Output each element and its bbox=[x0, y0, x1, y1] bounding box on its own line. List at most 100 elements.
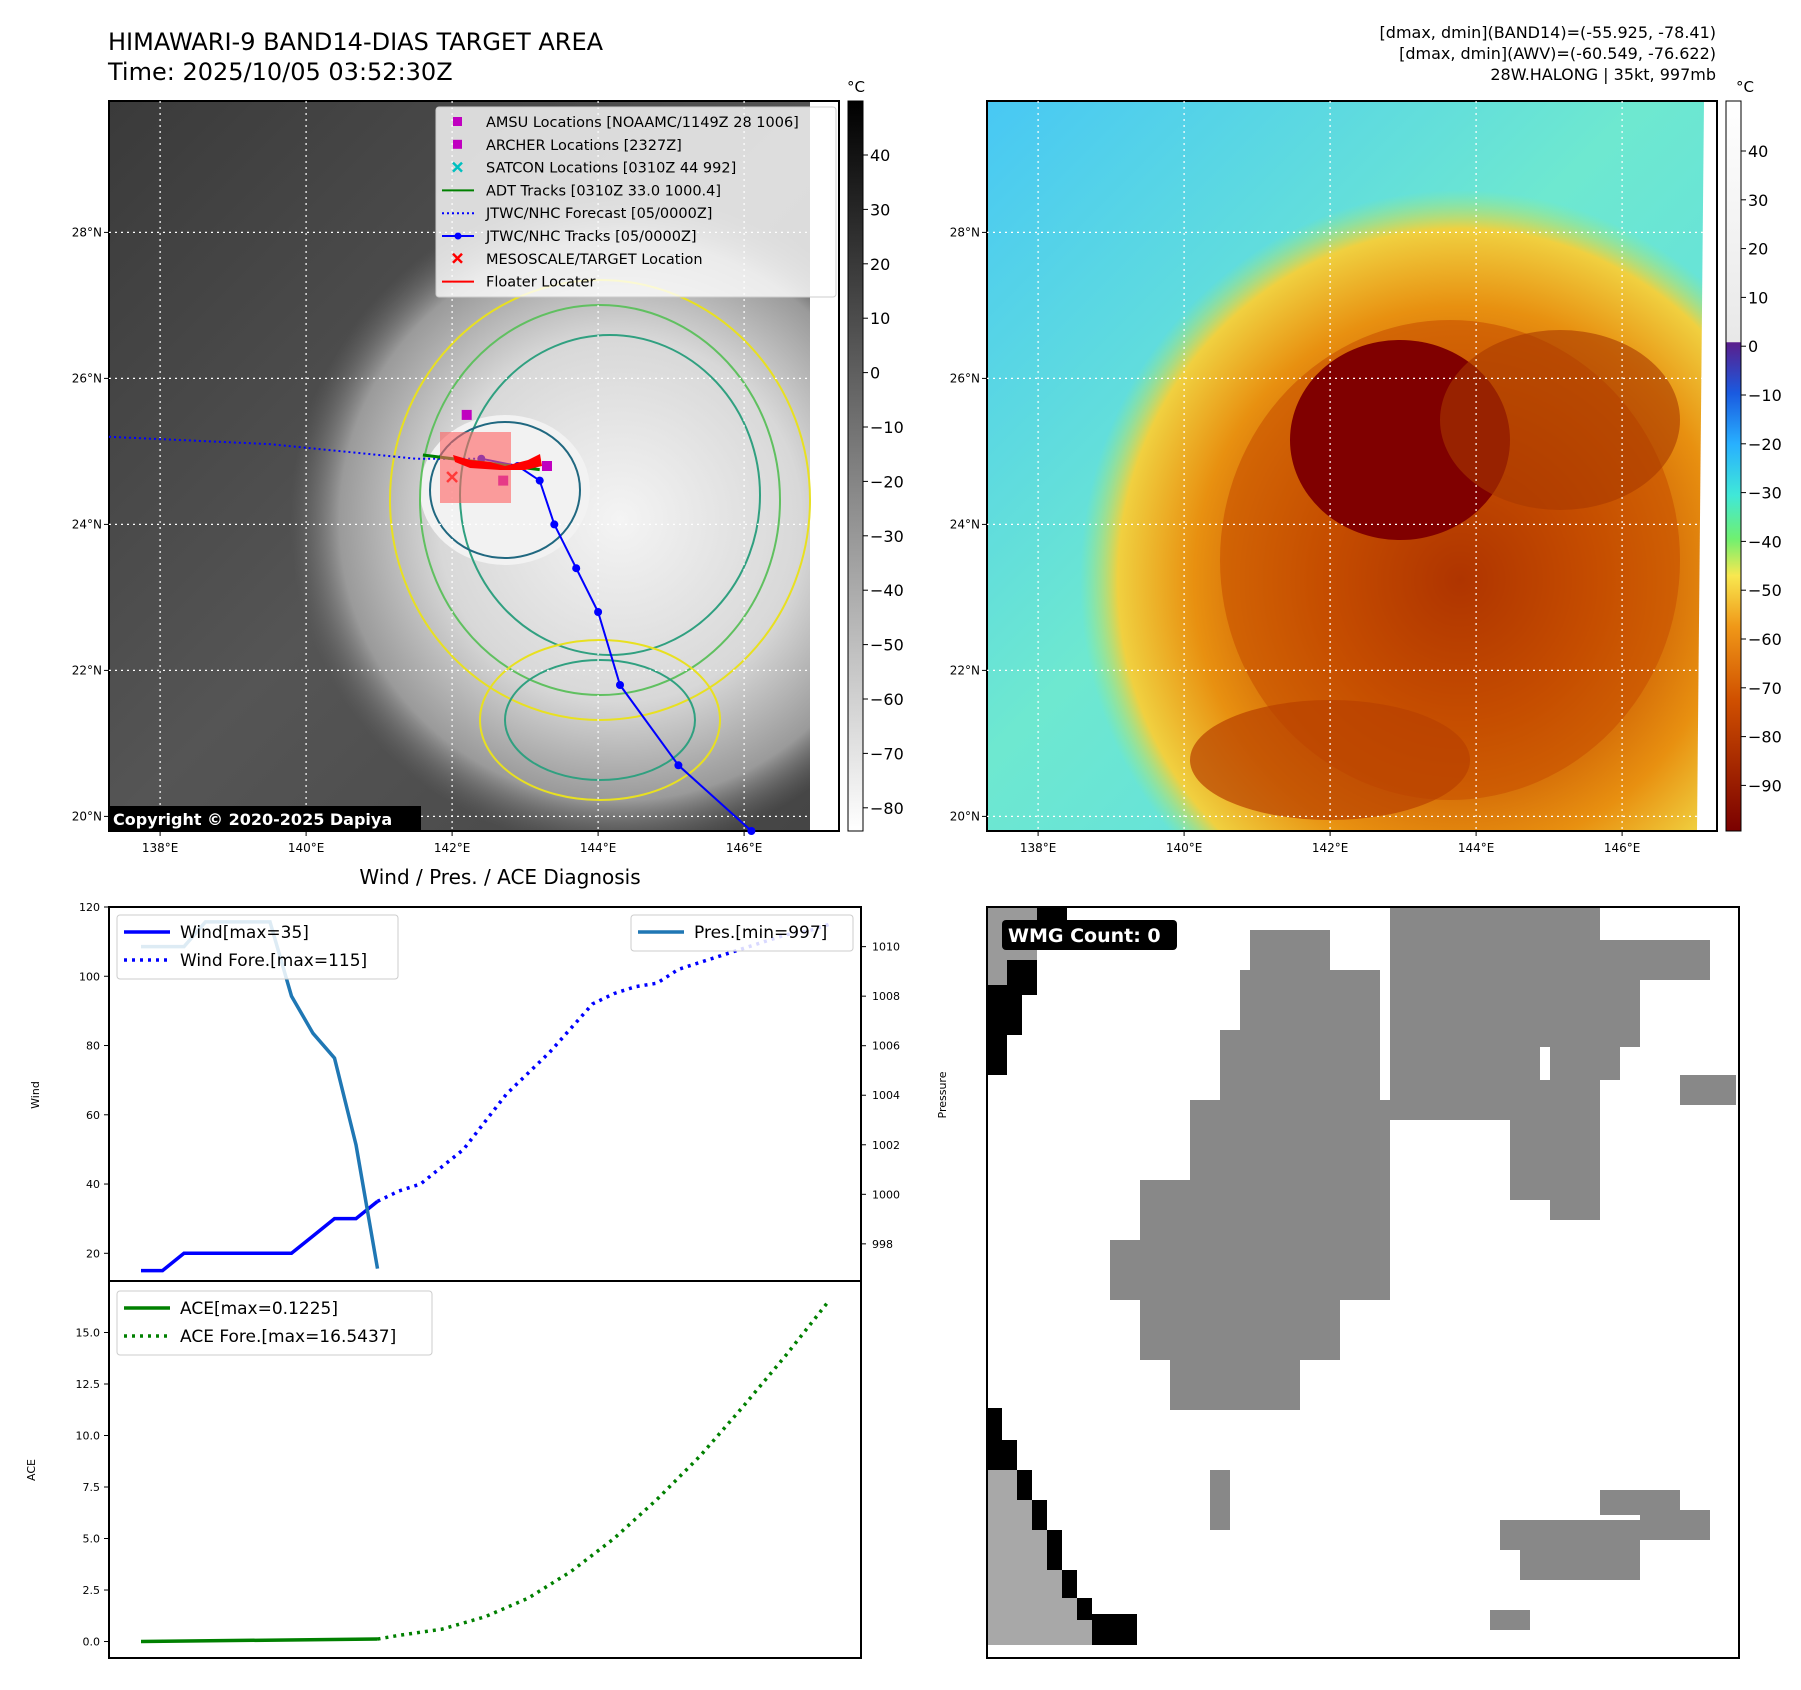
wmg-region bbox=[1490, 1610, 1530, 1630]
colorbar-unit: °C bbox=[847, 78, 865, 96]
copyright: Copyright © 2020-2025 Dapiya bbox=[113, 810, 392, 829]
wmg-region bbox=[1260, 1180, 1390, 1240]
wmg-region bbox=[1170, 1360, 1300, 1410]
colorbar-tick-label: −90 bbox=[1748, 776, 1782, 795]
track-point bbox=[674, 761, 683, 770]
series-ace-fore-line bbox=[377, 1299, 831, 1641]
figure-title: HIMAWARI-9 BAND14-DIAS TARGET AREA bbox=[108, 28, 604, 56]
wmg-region bbox=[1520, 1550, 1640, 1580]
wind-axis-label: Wind bbox=[29, 1081, 42, 1109]
colorbar-tick-label: 40 bbox=[870, 146, 890, 165]
legend-label: Floater Locater bbox=[486, 275, 595, 291]
wmg-region bbox=[1600, 940, 1710, 980]
wmg-region bbox=[1110, 1240, 1390, 1300]
legend-label: ACE[max=0.1225] bbox=[180, 1299, 338, 1319]
ace-ytick-label: 15.0 bbox=[76, 1327, 101, 1340]
colorbar-tick-label: 20 bbox=[1748, 240, 1768, 259]
colorbar-unit: °C bbox=[1736, 78, 1754, 96]
colorbar-tick-label: −50 bbox=[1748, 581, 1782, 600]
lon-tick-label: 144°E bbox=[1458, 841, 1495, 855]
lon-tick-label: 146°E bbox=[1604, 841, 1641, 855]
ace-ytick-label: 0.0 bbox=[83, 1636, 101, 1649]
legend-label: AMSU Locations [NOAAMC/1149Z 28 1006] bbox=[486, 115, 799, 131]
wind-pressure-chart: Wind Pressure 20 40 60 80 100 120 998 1000 1002 1… bbox=[29, 901, 949, 1282]
figure-time: Time: 2025/10/05 03:52:30Z bbox=[107, 58, 453, 86]
legend-square-icon bbox=[453, 117, 462, 126]
colorbar-tick-label: −30 bbox=[1748, 484, 1782, 503]
legend-label: Pres.[min=997] bbox=[694, 923, 827, 943]
wmg-panel: WMG Count: 0 bbox=[986, 906, 1740, 1659]
pressure-ytick-label: 1000 bbox=[872, 1188, 900, 1201]
pressure-ytick-label: 1010 bbox=[872, 941, 900, 954]
legend-label: ACE Fore.[max=16.5437] bbox=[180, 1327, 396, 1347]
colorbar-tick-label: 30 bbox=[870, 200, 890, 219]
wmg-region bbox=[1600, 1490, 1680, 1515]
wind-ytick-label: 80 bbox=[86, 1040, 100, 1053]
lat-tick-label: 26°N bbox=[72, 371, 102, 385]
colorbar-tick-label: −60 bbox=[1748, 630, 1782, 649]
pressure-ytick-label: 1002 bbox=[872, 1139, 900, 1152]
colorbar-tick-label: −80 bbox=[870, 799, 904, 818]
colorbar-tick-label: 0 bbox=[870, 364, 880, 383]
lon-tick-label: 146°E bbox=[726, 841, 763, 855]
floater-box bbox=[440, 432, 542, 503]
colorbar-tick-label: −80 bbox=[1748, 728, 1782, 747]
colorbar-tick-label: −10 bbox=[1748, 386, 1782, 405]
map-legend: AMSU Locations [NOAAMC/1149Z 28 1006] ARC… bbox=[435, 106, 837, 298]
lon-tick-label: 144°E bbox=[580, 841, 617, 855]
ace-legend: ACE[max=0.1225] ACE Fore.[max=16.5437] bbox=[116, 1290, 433, 1356]
colorbar-tick-label: 10 bbox=[1748, 288, 1768, 307]
band14-colorbar: °C 40 30 20 10 0 −10 −20 −30 −40 −50 −60 −70 −80 bbox=[847, 78, 904, 832]
lat-tick-label: 20°N bbox=[72, 809, 102, 823]
wmg-region bbox=[1680, 1075, 1736, 1105]
lon-tick-label: 138°E bbox=[1020, 841, 1057, 855]
pressure-axis-label: Pressure bbox=[936, 1071, 949, 1118]
legend-label: ADT Tracks [0310Z 33.0 1000.4] bbox=[486, 183, 721, 199]
awv-map bbox=[986, 100, 1718, 832]
map-gridlines bbox=[987, 101, 1717, 831]
lon-tick-label: 142°E bbox=[434, 841, 471, 855]
wmg-region bbox=[1550, 1160, 1600, 1220]
lat-tick-label: 26°N bbox=[950, 371, 980, 385]
wmg-region bbox=[1550, 1040, 1620, 1080]
colorbar-tick-label: −20 bbox=[1748, 435, 1782, 454]
wmg-region bbox=[1240, 970, 1380, 1030]
legend-label: JTWC/NHC Tracks [05/0000Z] bbox=[485, 229, 697, 245]
pressure-ytick-label: 998 bbox=[872, 1238, 893, 1251]
stats-band14: [dmax, dmin](BAND14)=(-55.925, -78.41) bbox=[1380, 23, 1716, 42]
colorbar-tick-label: 30 bbox=[1748, 191, 1768, 210]
ace-ytick-label: 2.5 bbox=[83, 1584, 101, 1597]
wmg-region bbox=[1210, 1470, 1230, 1530]
wmg-edge bbox=[987, 1470, 1092, 1645]
colorbar-tick-label: −10 bbox=[870, 418, 904, 437]
lat-tick-label: 24°N bbox=[950, 517, 980, 531]
pressure-ytick-label: 1008 bbox=[872, 990, 900, 1003]
legend-x-icon bbox=[452, 161, 463, 173]
wind-legend: Wind[max=35] Wind Fore.[max=115] bbox=[116, 914, 399, 980]
lat-tick-label: 22°N bbox=[950, 663, 980, 677]
lat-tick-label: 24°N bbox=[72, 517, 102, 531]
colorbar-tick-label: −70 bbox=[870, 744, 904, 763]
colorbar-tick-label: −20 bbox=[870, 472, 904, 491]
wmg-region bbox=[1390, 907, 1600, 967]
wmg-region bbox=[1390, 1040, 1540, 1120]
stats-awv: [dmax, dmin](AWV)=(-60.549, -76.622) bbox=[1399, 44, 1716, 63]
lat-tick-label: 28°N bbox=[72, 225, 102, 239]
ace-chart: ACE 0.0 2.5 5.0 7.5 10.0 12.5 15.0 ACE[max=0.12… bbox=[25, 1280, 862, 1659]
colorbar-tick-label: 10 bbox=[870, 309, 890, 328]
lat-tick-label: 20°N bbox=[950, 809, 980, 823]
track-point bbox=[616, 681, 624, 689]
legend-label: JTWC/NHC Forecast [05/0000Z] bbox=[485, 206, 712, 222]
wmg-region bbox=[1500, 1520, 1640, 1550]
track-point bbox=[747, 827, 756, 835]
colorbar-tick-label: −50 bbox=[870, 636, 904, 655]
amsu-marker bbox=[542, 461, 552, 471]
lon-tick-label: 138°E bbox=[142, 841, 179, 855]
lon-tick-label: 140°E bbox=[1166, 841, 1203, 855]
storm-info: 28W.HALONG | 35kt, 997mb bbox=[1490, 65, 1716, 84]
wind-ytick-label: 120 bbox=[79, 901, 100, 914]
colorbar-tick-label: −60 bbox=[870, 690, 904, 709]
track-point bbox=[572, 564, 581, 573]
legend-label: SATCON Locations [0310Z 44 992] bbox=[486, 161, 736, 177]
colorbar-tick-label: −70 bbox=[1748, 679, 1782, 698]
